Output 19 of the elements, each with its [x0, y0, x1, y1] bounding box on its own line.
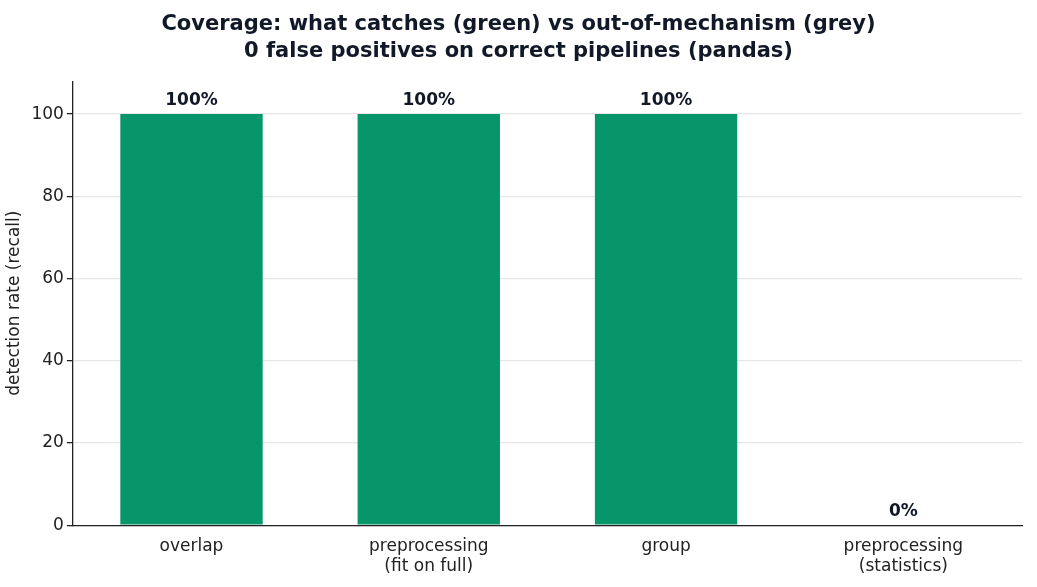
y-tick-label: 0: [53, 513, 64, 534]
data-label: 100%: [402, 89, 456, 110]
y-axis-title: detection rate (recall): [2, 210, 23, 396]
category-label: preprocessing: [843, 534, 964, 555]
y-tick-label: 20: [42, 431, 64, 452]
y-tick-label: 80: [42, 184, 64, 205]
chart-subtitle: 0 false positives on correct pipelines (pandas): [243, 37, 794, 64]
y-tick-label: 100: [31, 102, 64, 123]
data-label: 0%: [888, 500, 918, 521]
y-tick-label: 40: [42, 349, 64, 370]
category-label: preprocessing: [369, 534, 489, 555]
category-label: overlap: [159, 534, 224, 555]
category-label: (fit on full): [384, 555, 474, 576]
data-label: 100%: [165, 89, 218, 110]
y-tick-label: 60: [42, 266, 64, 287]
category-label: group: [641, 534, 691, 555]
category-label: (statistics): [858, 555, 948, 576]
chart-title: Coverage: what catches (green) vs out-of-mechanism (grey): [160, 10, 877, 37]
data-label: 100%: [639, 89, 693, 110]
